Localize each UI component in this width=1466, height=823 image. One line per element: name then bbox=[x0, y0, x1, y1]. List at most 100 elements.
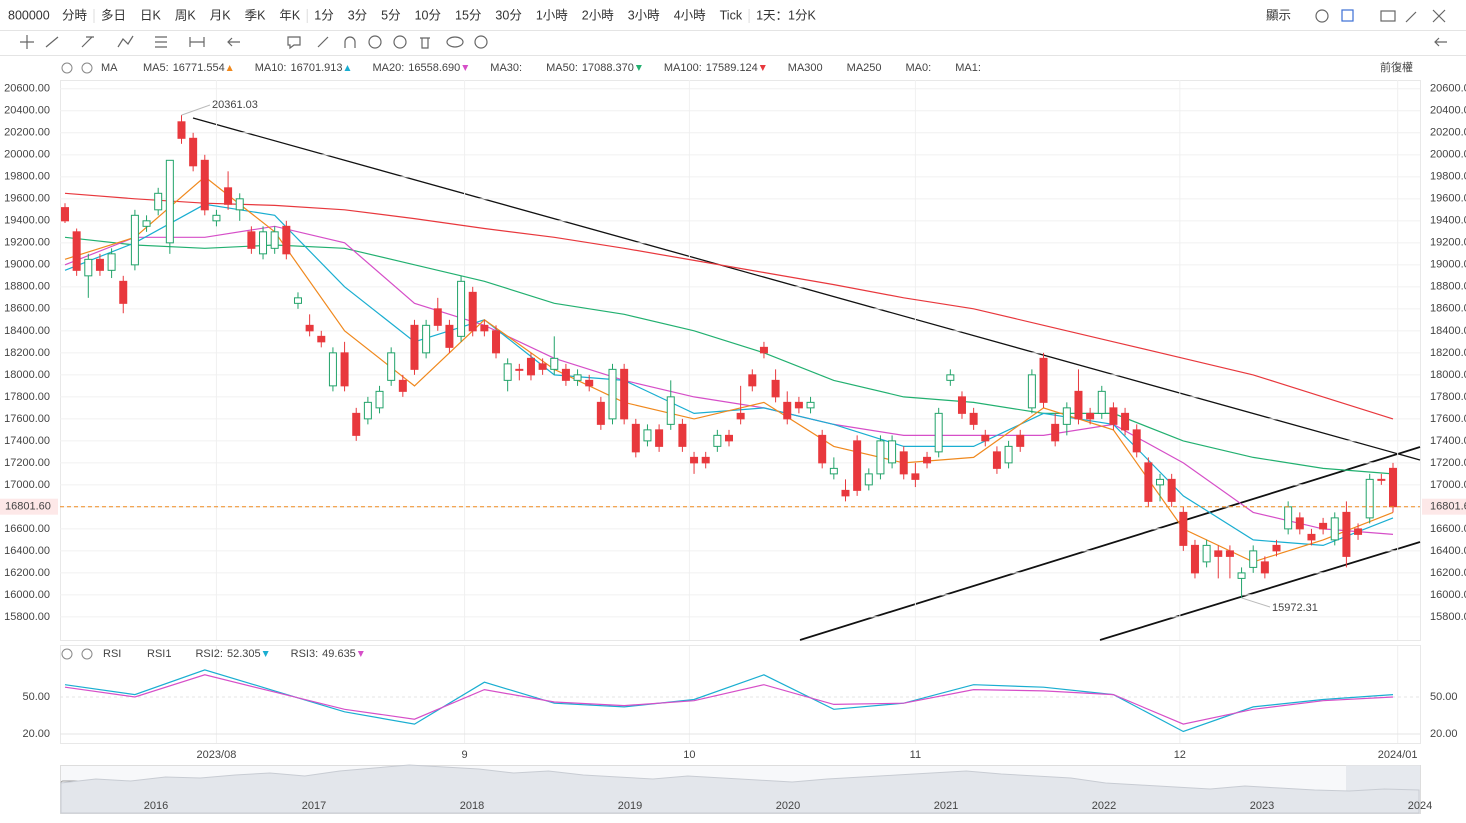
layout-icon[interactable] bbox=[1341, 9, 1354, 22]
candle-body bbox=[224, 187, 233, 205]
period-tab[interactable]: 年K bbox=[279, 8, 301, 22]
candle-body bbox=[794, 401, 803, 409]
y-tick-label-right: 17600.00 bbox=[1430, 413, 1466, 425]
period-tab[interactable]: 分時 bbox=[62, 8, 88, 22]
period-tab[interactable]: 周K bbox=[175, 8, 197, 22]
candle-body bbox=[1190, 544, 1199, 574]
period-tab[interactable]: 1小時 bbox=[536, 8, 568, 22]
symbol[interactable]: 800000 bbox=[8, 8, 50, 22]
y-tick-label-right: 15800.00 bbox=[1430, 611, 1466, 623]
adjust-mode[interactable]: 前復權 bbox=[1380, 60, 1413, 74]
candle-body bbox=[946, 374, 955, 381]
y-tick-label-right: 20200.00 bbox=[1430, 127, 1466, 139]
hide-tool[interactable] bbox=[393, 35, 407, 49]
y-tick-label: 17800.00 bbox=[4, 391, 50, 403]
period-tab[interactable]: 多日 bbox=[101, 8, 126, 22]
trend-down bbox=[462, 65, 469, 71]
delete-tool[interactable] bbox=[420, 37, 430, 49]
y-tick-label: 19000.00 bbox=[4, 259, 50, 271]
y-tick-label-right: 19800.00 bbox=[1430, 171, 1466, 183]
edit-icon[interactable] bbox=[1405, 11, 1417, 23]
period-tab[interactable]: 15分 bbox=[455, 8, 481, 22]
candle-body bbox=[783, 401, 792, 420]
crosshair-tool[interactable] bbox=[20, 35, 34, 49]
period-tab[interactable]: 2小時 bbox=[582, 8, 614, 22]
candle-body bbox=[1249, 550, 1258, 568]
candle-body bbox=[748, 374, 757, 387]
lock-tool[interactable] bbox=[368, 35, 382, 49]
y-tick-label: 18600.00 bbox=[4, 303, 50, 315]
legend-name: MA0: bbox=[906, 62, 932, 74]
candle-body bbox=[142, 220, 151, 227]
fib-tool[interactable] bbox=[155, 36, 167, 48]
period-tab[interactable]: 1分 bbox=[314, 8, 333, 22]
x-tick-label: 10 bbox=[683, 749, 695, 761]
candle-body bbox=[841, 489, 850, 497]
legend-name: MA300 bbox=[788, 62, 823, 74]
candle-body bbox=[492, 330, 501, 354]
interval-select[interactable]: 1天：1分K bbox=[756, 8, 816, 22]
candle-body bbox=[95, 258, 104, 271]
period-tab[interactable]: 日K bbox=[140, 8, 162, 22]
magnet-tool[interactable] bbox=[344, 36, 356, 48]
period-tab[interactable]: 30分 bbox=[495, 8, 521, 22]
wave-tool[interactable] bbox=[117, 35, 134, 48]
note-tool[interactable] bbox=[287, 36, 301, 50]
candle-body bbox=[1272, 544, 1281, 552]
link-tool[interactable] bbox=[446, 36, 464, 48]
line-tool[interactable] bbox=[45, 36, 59, 48]
settings-tool[interactable] bbox=[474, 35, 488, 49]
x-tick-label: 2023/08 bbox=[197, 749, 237, 761]
x-tick-label: 9 bbox=[462, 749, 468, 761]
y-tick-label-right: 17000.00 bbox=[1430, 479, 1466, 491]
settings-icon[interactable] bbox=[1315, 9, 1329, 23]
y-tick-label-right: 17400.00 bbox=[1430, 435, 1466, 447]
period-tab[interactable]: 3分 bbox=[348, 8, 367, 22]
candle-body bbox=[1062, 407, 1071, 425]
period-tab[interactable]: 季K bbox=[245, 8, 267, 22]
settings-icon[interactable] bbox=[61, 62, 73, 74]
candle-body bbox=[1214, 550, 1223, 557]
rsi-tick-label-right: 50.00 bbox=[1430, 691, 1458, 703]
candle-body bbox=[573, 374, 582, 381]
candle-body bbox=[1086, 412, 1095, 420]
close-icon[interactable] bbox=[81, 62, 93, 74]
display-select[interactable]: 顯示 bbox=[1266, 8, 1291, 22]
fullscreen-icon[interactable] bbox=[1432, 9, 1446, 23]
y-tick-label-right: 17200.00 bbox=[1430, 457, 1466, 469]
period-tab[interactable]: 4小時 bbox=[674, 8, 706, 22]
candle-body bbox=[387, 352, 396, 381]
candle-body bbox=[72, 231, 81, 271]
period-tab[interactable]: 月K bbox=[210, 8, 232, 22]
settings-icon[interactable] bbox=[61, 648, 73, 660]
candle-body bbox=[1144, 462, 1153, 502]
y-tick-label-right: 19400.00 bbox=[1430, 215, 1466, 227]
pen-tool[interactable] bbox=[317, 36, 329, 48]
camera-icon[interactable] bbox=[1380, 10, 1396, 22]
undo-tool[interactable] bbox=[1434, 37, 1447, 47]
arrow-tool[interactable] bbox=[227, 37, 240, 47]
ray-tool[interactable] bbox=[81, 36, 94, 48]
legend-name: MA50: bbox=[546, 62, 578, 74]
y-tick-label: 18200.00 bbox=[4, 347, 50, 359]
candle-body bbox=[328, 352, 337, 387]
candle-body bbox=[829, 467, 838, 475]
candle-body bbox=[189, 137, 198, 167]
y-tick-label-right: 16600.00 bbox=[1430, 523, 1466, 535]
period-tab[interactable]: 10分 bbox=[415, 8, 441, 22]
last-price-box bbox=[1422, 498, 1466, 515]
legend-name: MA10: bbox=[255, 62, 287, 74]
candle-body bbox=[526, 357, 535, 376]
close-icon[interactable] bbox=[81, 648, 93, 660]
candle-body bbox=[550, 357, 559, 370]
period-tab[interactable]: 5分 bbox=[381, 8, 400, 22]
candle-body bbox=[177, 121, 186, 139]
legend-name: RSI3: bbox=[291, 648, 319, 660]
measure-tool[interactable] bbox=[189, 37, 205, 47]
period-tab[interactable]: Tick bbox=[720, 8, 743, 22]
y-tick-label: 17400.00 bbox=[4, 435, 50, 447]
legend-name: MA30: bbox=[490, 62, 522, 74]
period-tab[interactable]: 3小時 bbox=[628, 8, 660, 22]
legend-name: MA250 bbox=[847, 62, 882, 74]
candle-body bbox=[1027, 374, 1036, 409]
